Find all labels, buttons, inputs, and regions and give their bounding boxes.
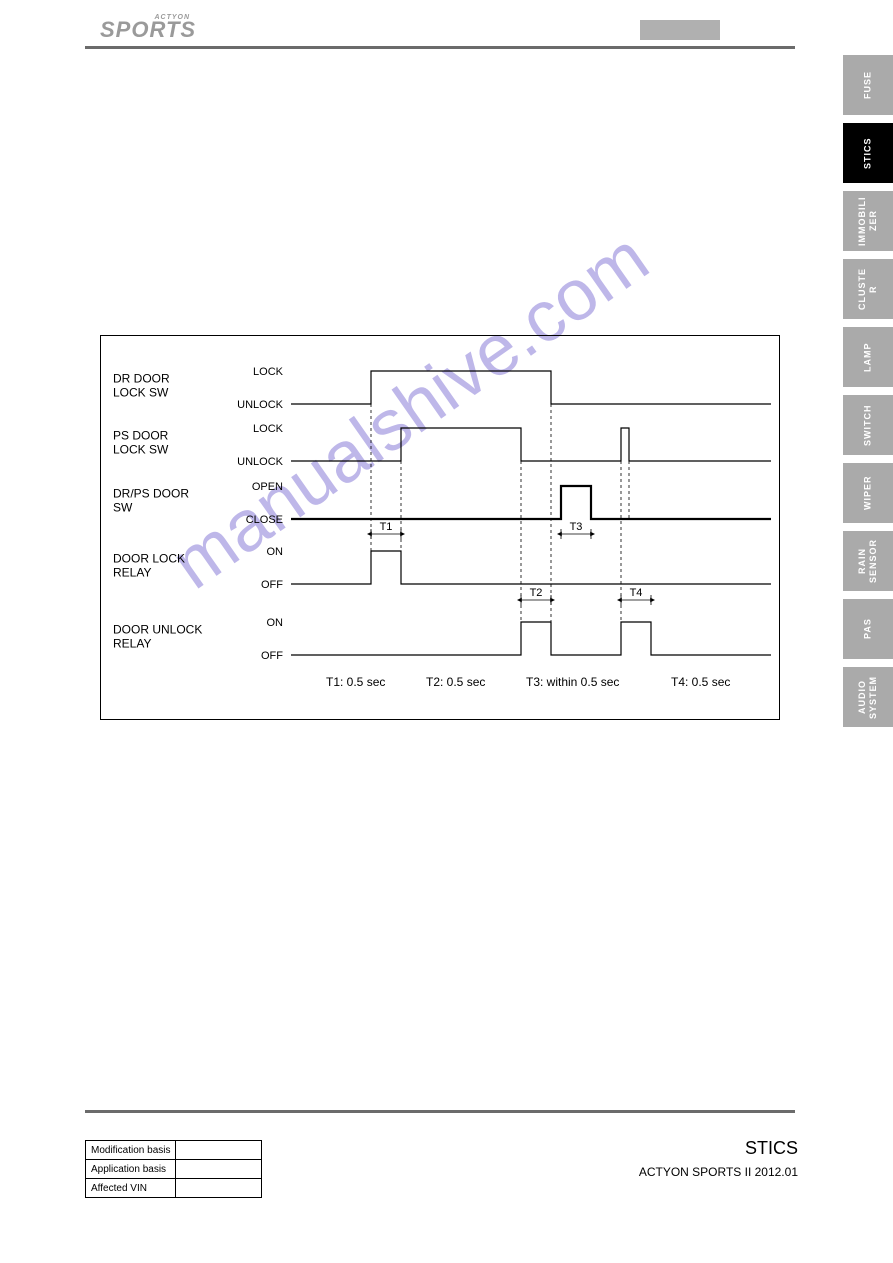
footer-table-label: Modification basis — [86, 1141, 176, 1160]
footer-rule — [85, 1110, 795, 1113]
tab-fuse[interactable]: FUSE — [843, 55, 893, 115]
footer-info-table: Modification basisApplication basisAffec… — [85, 1140, 262, 1198]
footer-right: STICS ACTYON SPORTS II 2012.01 — [639, 1138, 798, 1179]
timing-diagram-box: DR DOORLOCK SWLOCKUNLOCKPS DOORLOCK SWLO… — [100, 335, 780, 720]
tab-audio-system[interactable]: AUDIO SYSTEM — [843, 667, 893, 727]
signal-name: DOOR UNLOCK — [113, 623, 202, 637]
header-rule — [85, 46, 795, 49]
footer-table-label: Affected VIN — [86, 1179, 176, 1198]
tab-switch[interactable]: SWITCH — [843, 395, 893, 455]
state-high: LOCK — [253, 366, 284, 378]
dim-label: T3 — [570, 521, 583, 533]
footer-table-value — [176, 1179, 262, 1198]
footer-table-value — [176, 1160, 262, 1179]
tab-cluste-r[interactable]: CLUSTE R — [843, 259, 893, 319]
footer-table-label: Application basis — [86, 1160, 176, 1179]
tab-immobili-zer[interactable]: IMMOBILI ZER — [843, 191, 893, 251]
state-low: UNLOCK — [237, 456, 284, 468]
signal-name: LOCK SW — [113, 443, 169, 457]
dim-label: T1 — [380, 521, 393, 533]
dim-label: T2 — [530, 587, 543, 599]
state-high: LOCK — [253, 423, 284, 435]
dim-label: T4 — [630, 587, 643, 599]
legend-item: T4: 0.5 sec — [671, 675, 730, 689]
waveform — [291, 551, 771, 584]
waveform — [291, 371, 771, 404]
tab-wiper[interactable]: WIPER — [843, 463, 893, 523]
logo-line2: SPORTS — [100, 17, 196, 42]
state-low: OFF — [261, 650, 283, 662]
signal-name: RELAY — [113, 637, 151, 651]
tab-lamp[interactable]: LAMP — [843, 327, 893, 387]
signal-name: RELAY — [113, 566, 151, 580]
waveform — [291, 622, 771, 655]
footer-section-title: STICS — [639, 1138, 798, 1159]
legend-item: T3: within 0.5 sec — [526, 675, 619, 689]
section-tabs: FUSE STICS IMMOBILI ZER CLUSTE R LAMP SWITCH W… — [843, 55, 893, 735]
signal-name: DR/PS DOOR — [113, 487, 189, 501]
state-high: ON — [267, 617, 284, 629]
state-high: ON — [267, 546, 284, 558]
state-high: OPEN — [252, 481, 283, 493]
tab-stics[interactable]: STICS — [843, 123, 893, 183]
tab-rain-sensor[interactable]: RAIN SENSOR — [843, 531, 893, 591]
header-pagenum-box — [640, 20, 720, 40]
legend-item: T2: 0.5 sec — [426, 675, 485, 689]
signal-name: LOCK SW — [113, 386, 169, 400]
timing-diagram-svg: DR DOORLOCK SWLOCKUNLOCKPS DOORLOCK SWLO… — [101, 336, 779, 719]
signal-name: DOOR LOCK — [113, 552, 185, 566]
state-low: UNLOCK — [237, 399, 284, 411]
tab-pas[interactable]: PAS — [843, 599, 893, 659]
state-low: OFF — [261, 579, 283, 591]
waveform — [291, 486, 771, 519]
signal-name: SW — [113, 501, 133, 515]
brand-logo: ACTYON SPORTS — [100, 14, 196, 43]
footer-model-date: ACTYON SPORTS II 2012.01 — [639, 1165, 798, 1179]
page: ACTYON SPORTS FUSE STICS IMMOBILI ZER CLUST… — [0, 0, 893, 1263]
signal-name: DR DOOR — [113, 372, 170, 386]
state-low: CLOSE — [246, 514, 283, 526]
footer-table-value — [176, 1141, 262, 1160]
legend-item: T1: 0.5 sec — [326, 675, 385, 689]
waveform — [291, 428, 771, 461]
signal-name: PS DOOR — [113, 429, 169, 443]
